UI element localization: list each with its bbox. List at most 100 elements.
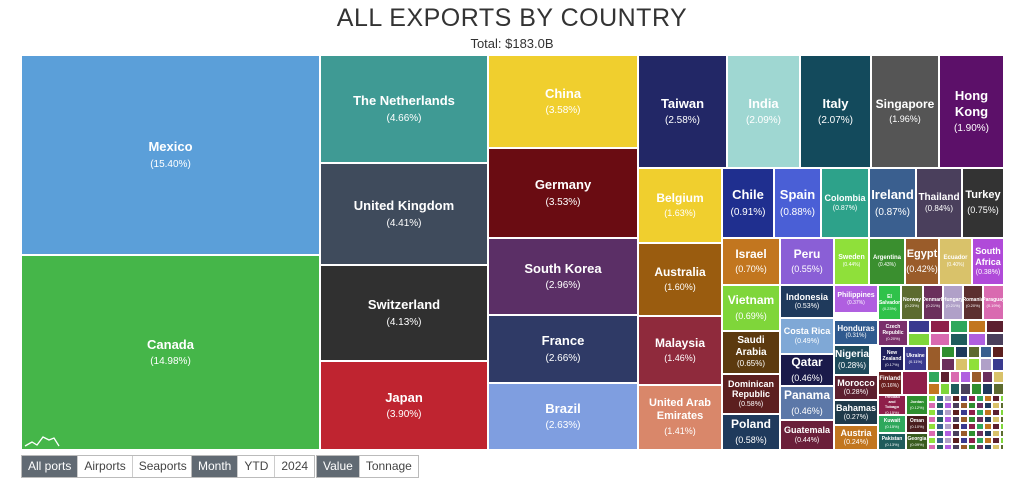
- tile-minor-country[interactable]: [1000, 395, 1004, 402]
- tile-romania[interactable]: Romania (0.20%): [963, 285, 983, 320]
- tile-brazil[interactable]: Brazil (2.63%): [488, 383, 638, 450]
- tile-minor-country[interactable]: [950, 333, 968, 346]
- tile-qatar[interactable]: Qatar (0.46%): [780, 354, 834, 386]
- tile-minor-country[interactable]: [928, 409, 936, 416]
- all-ports-button[interactable]: All ports: [22, 456, 79, 477]
- tile-minor-country[interactable]: [936, 444, 944, 450]
- tile-minor-country[interactable]: [944, 437, 952, 444]
- tile-minor-country[interactable]: [960, 423, 968, 430]
- tile-minor-country[interactable]: [992, 437, 1000, 444]
- tile-minor-country[interactable]: [971, 371, 982, 383]
- tile-mexico[interactable]: Mexico (15.40%): [21, 55, 320, 255]
- tile-minor-country[interactable]: [986, 320, 1004, 333]
- tile-finland[interactable]: Finland (0.16%): [878, 371, 902, 395]
- tile-minor-country[interactable]: [968, 423, 976, 430]
- tile-guatemala[interactable]: Guatemala (0.44%): [780, 420, 834, 450]
- tile-singapore[interactable]: Singapore (1.96%): [871, 55, 939, 168]
- month-button[interactable]: Month: [192, 456, 239, 477]
- tile-minor-country[interactable]: [960, 444, 968, 450]
- tile-saudi-arabia[interactable]: Saudi Arabia (0.65%): [722, 331, 780, 374]
- tile-minor-country[interactable]: [952, 430, 960, 437]
- tile-minor-country[interactable]: [928, 444, 936, 450]
- tile-minor-country[interactable]: [928, 383, 940, 395]
- tile-minor-country[interactable]: [952, 444, 960, 450]
- tile-minor-country[interactable]: [952, 409, 960, 416]
- tile-morocco[interactable]: Morocco (0.28%): [834, 375, 878, 400]
- tile-minor-country[interactable]: [976, 437, 984, 444]
- tile-minor-country[interactable]: [992, 402, 1000, 409]
- tile-egypt[interactable]: Egypt (0.42%): [905, 238, 939, 285]
- tile-minor-country[interactable]: [980, 346, 992, 358]
- tile-india[interactable]: India (2.09%): [727, 55, 800, 168]
- tile-minor-country[interactable]: [1000, 409, 1004, 416]
- tile-argentina[interactable]: Argentina (0.43%): [869, 238, 905, 285]
- tile-minor-country[interactable]: [968, 402, 976, 409]
- tile-dominican-republic[interactable]: Dominican Republic (0.58%): [722, 374, 780, 414]
- tile-minor-country[interactable]: [960, 371, 971, 383]
- tile-israel[interactable]: Israel (0.70%): [722, 238, 780, 285]
- tile-panama[interactable]: Panama (0.46%): [780, 386, 834, 420]
- tile-peru[interactable]: Peru (0.55%): [780, 238, 834, 285]
- tile-minor-country[interactable]: [952, 395, 960, 402]
- tile-turkey[interactable]: Turkey (0.75%): [962, 168, 1004, 238]
- tile-minor-country[interactable]: [1000, 430, 1004, 437]
- tile-minor-country[interactable]: [930, 320, 950, 333]
- tile-minor-country[interactable]: [984, 437, 992, 444]
- tile-france[interactable]: France (2.66%): [488, 315, 638, 383]
- tile-czech-republic[interactable]: Czech Republic (0.20%): [878, 320, 908, 346]
- tile-minor-country[interactable]: [968, 409, 976, 416]
- tile-spain[interactable]: Spain (0.88%): [774, 168, 821, 238]
- tile-minor-country[interactable]: [960, 416, 968, 423]
- tile-canada[interactable]: Canada (14.98%): [21, 255, 320, 450]
- tile-switzerland[interactable]: Switzerland (4.13%): [320, 265, 488, 361]
- tile-united-arab-emirates[interactable]: United Arab Emirates (1.41%): [638, 385, 722, 450]
- tile-minor-country[interactable]: [976, 402, 984, 409]
- tile-minor-country[interactable]: [936, 402, 944, 409]
- tile-minor-country[interactable]: [992, 358, 1004, 371]
- tile-minor-country[interactable]: [908, 333, 930, 346]
- tile-minor-country[interactable]: [1000, 444, 1004, 450]
- tile-malaysia[interactable]: Malaysia (1.46%): [638, 316, 722, 385]
- tile-minor-country[interactable]: [993, 383, 1004, 395]
- tile-minor-country[interactable]: [940, 371, 950, 383]
- tile-minor-country[interactable]: [908, 320, 930, 333]
- tile-minor-country[interactable]: [968, 320, 986, 333]
- tile-oman[interactable]: Oman (0.10%): [906, 415, 928, 433]
- tile-minor-country[interactable]: [944, 444, 952, 450]
- tile-minor-country[interactable]: [982, 371, 993, 383]
- tile-minor-country[interactable]: [944, 402, 952, 409]
- tile-italy[interactable]: Italy (2.07%): [800, 55, 871, 168]
- tile-belgium[interactable]: Belgium (1.63%): [638, 168, 722, 243]
- tile-minor-country[interactable]: [992, 430, 1000, 437]
- tile-minor-country[interactable]: [976, 423, 984, 430]
- tile-united-kingdom[interactable]: United Kingdom (4.41%): [320, 163, 488, 265]
- tile-minor-country[interactable]: [984, 409, 992, 416]
- tile-minor-country[interactable]: [936, 416, 944, 423]
- tile-minor-country[interactable]: [976, 444, 984, 450]
- tile-ukraine[interactable]: Ukraine (0.11%): [904, 346, 927, 371]
- tile-the-netherlands[interactable]: The Netherlands (4.66%): [320, 55, 488, 163]
- tile-minor-country[interactable]: [968, 416, 976, 423]
- tile-minor-country[interactable]: [928, 437, 936, 444]
- tile-minor-country[interactable]: [960, 402, 968, 409]
- tile-south-korea[interactable]: South Korea (2.96%): [488, 238, 638, 315]
- tile-minor-country[interactable]: [984, 430, 992, 437]
- tile-minor-country[interactable]: [993, 371, 1004, 383]
- tile-minor-country[interactable]: [950, 383, 960, 395]
- tile-ecuador[interactable]: Ecuador (0.40%): [939, 238, 972, 285]
- tile-minor-country[interactable]: [928, 402, 936, 409]
- tile-china[interactable]: China (3.58%): [488, 55, 638, 148]
- tile-minor-country[interactable]: [1000, 437, 1004, 444]
- tile-thailand[interactable]: Thailand (0.84%): [916, 168, 962, 238]
- tile-japan[interactable]: Japan (3.90%): [320, 361, 488, 450]
- tile-minor-country[interactable]: [1000, 416, 1004, 423]
- tile-minor-country[interactable]: [984, 402, 992, 409]
- tile-minor-country[interactable]: [976, 409, 984, 416]
- tile-minor-country[interactable]: [902, 371, 928, 395]
- tile-minor-country[interactable]: [984, 395, 992, 402]
- tile-poland[interactable]: Poland (0.58%): [722, 414, 780, 450]
- tile-colombia[interactable]: Colombia (0.87%): [821, 168, 869, 238]
- tile-minor-country[interactable]: [936, 437, 944, 444]
- tile-honduras[interactable]: Honduras (0.31%): [834, 320, 878, 345]
- tile-minor-country[interactable]: [930, 333, 950, 346]
